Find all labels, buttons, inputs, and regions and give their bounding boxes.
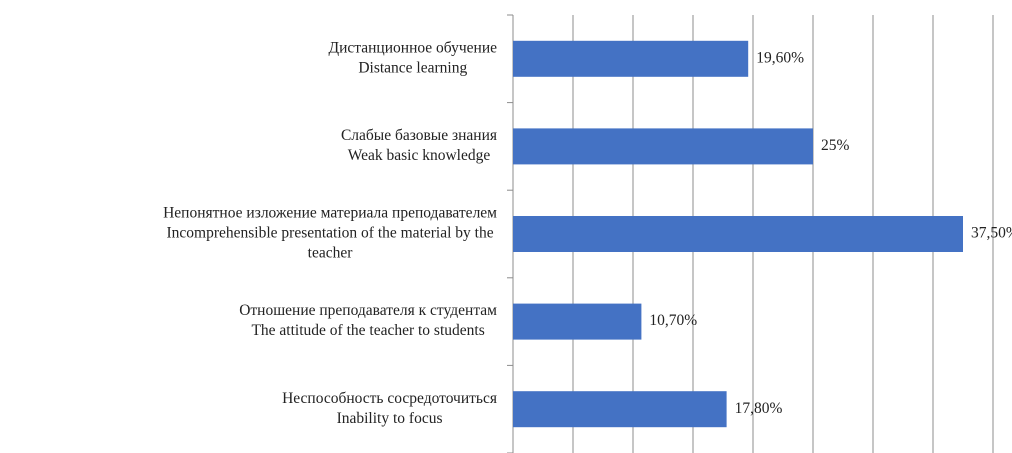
category-label: teacher	[308, 245, 354, 262]
bar	[513, 216, 963, 252]
category-label: Непонятное изложение материала преподава…	[163, 205, 497, 222]
category-label: Дистанционное обучение	[329, 39, 498, 56]
value-label: 25%	[821, 137, 850, 154]
category-label: Distance learning	[358, 59, 467, 76]
bar	[513, 391, 727, 428]
category-label: Inability to focus	[337, 410, 443, 427]
value-label: 17,80%	[735, 400, 783, 417]
category-label: Слабые базовые знания	[341, 127, 497, 144]
category-label: Weak basic knowledge	[348, 147, 491, 164]
category-label: The attitude of the teacher to students	[251, 322, 484, 339]
category-label: Incomprehensible presentation of the mat…	[166, 225, 493, 242]
category-label: Неспособность сосредоточиться	[282, 390, 497, 407]
value-label: 37,50%	[971, 225, 1012, 242]
value-label: 19,60%	[756, 49, 804, 66]
bar	[513, 128, 813, 165]
value-label: 10,70%	[649, 312, 697, 329]
bar	[513, 303, 642, 340]
category-label: Отношение преподавателя к студентам	[239, 302, 497, 319]
bar	[513, 40, 749, 77]
